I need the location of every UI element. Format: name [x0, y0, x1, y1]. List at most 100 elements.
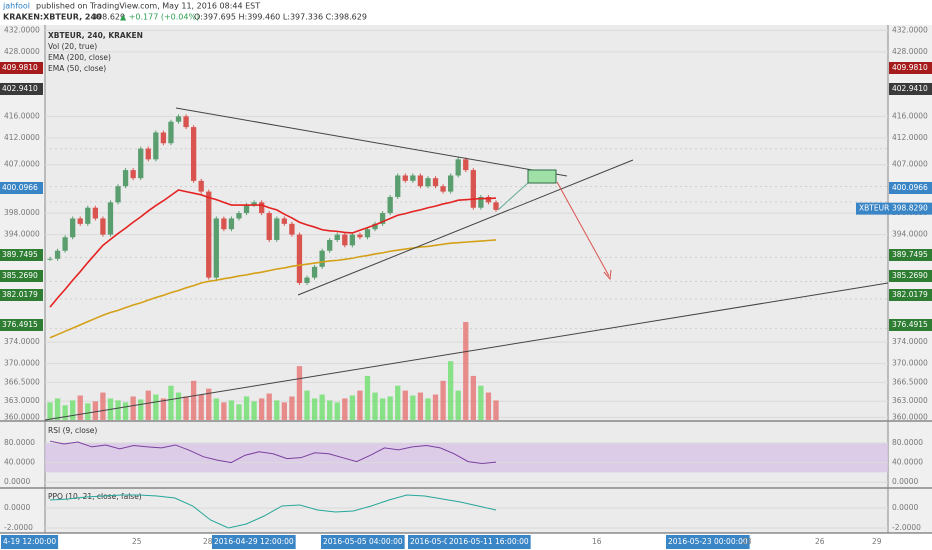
volume-bar — [70, 400, 76, 420]
price-badge-label: 389.7495 — [892, 250, 928, 259]
pane-legend: Vol (20, true) — [48, 42, 97, 51]
volume-bar — [296, 366, 303, 420]
price-badge — [0, 83, 43, 95]
x-tick-label: 2016-05-05 04:00:00 — [323, 537, 403, 546]
y-tick-label: 0.0000 — [892, 477, 918, 486]
candle — [100, 218, 106, 235]
candle — [289, 223, 295, 235]
candle — [160, 132, 167, 144]
last-badge — [856, 202, 932, 215]
line — [49, 440, 497, 465]
last-badge-label: 398.8290 — [892, 204, 928, 213]
y-tick-label: 432.0000 — [4, 25, 40, 34]
last-price: 398.629 — [92, 13, 125, 22]
pane-legend: RSI (9, close) — [48, 426, 97, 435]
candle — [168, 121, 174, 144]
author[interactable]: jahfool — [2, 2, 30, 11]
target-box — [527, 169, 557, 184]
volume-bar — [319, 394, 325, 420]
candle — [455, 159, 461, 176]
volume-bar — [478, 385, 484, 420]
volume-bar — [145, 390, 151, 420]
candle — [85, 207, 91, 224]
volume-bar — [77, 395, 83, 420]
volume-bar — [198, 394, 204, 420]
x-highlight — [212, 535, 296, 549]
trendline — [175, 107, 568, 177]
candle — [47, 258, 53, 260]
price-badge-label: 402.9410 — [2, 84, 38, 93]
volume-bar — [115, 400, 121, 420]
candle — [364, 229, 371, 238]
volume-bar — [266, 393, 272, 420]
y-tick-label: 374.0000 — [892, 337, 928, 346]
y-tick-label: 407.0000 — [892, 160, 928, 169]
candle — [387, 196, 393, 214]
line — [49, 189, 497, 308]
candle — [319, 250, 325, 267]
candle — [296, 234, 303, 283]
y-tick-label: -2.0000 — [4, 523, 33, 532]
rsi-band — [45, 443, 888, 473]
volume-bar — [122, 402, 129, 420]
volume-bar — [281, 402, 287, 420]
candle — [228, 218, 235, 230]
y-tick-label: 416.0000 — [892, 111, 928, 120]
candle — [357, 234, 363, 238]
y-tick-label: 370.0000 — [4, 359, 40, 368]
candle — [349, 234, 356, 246]
pane-legend: EMA (200, close) — [48, 53, 111, 62]
volume-bar — [168, 385, 174, 420]
candle — [145, 148, 151, 160]
candle — [402, 175, 408, 181]
price-badge-label: 376.4915 — [2, 320, 38, 329]
candle — [107, 202, 114, 235]
candle — [281, 218, 287, 224]
volume-bar — [206, 388, 212, 420]
candle — [221, 218, 227, 230]
y-tick-label: 416.0000 — [4, 111, 40, 120]
candle — [122, 170, 129, 187]
candle — [206, 191, 212, 278]
volume-bar — [440, 380, 446, 420]
candle — [470, 170, 476, 208]
volume-bar — [47, 402, 53, 420]
x-highlight — [321, 535, 405, 549]
candle — [379, 213, 386, 224]
volume-bar — [251, 401, 257, 420]
x-tick-label: 2016-05-23 00:00:00 — [668, 537, 748, 546]
candle — [190, 127, 197, 181]
y-tick-label: 360.0000 — [4, 412, 40, 421]
price-badge — [0, 249, 43, 261]
candle — [130, 170, 136, 179]
y-tick-label: 412.0000 — [892, 133, 928, 142]
x-tick-label: 28 — [203, 537, 213, 546]
price-badge-label: 382.0179 — [2, 290, 38, 299]
price-badge — [0, 182, 43, 194]
volume-bar — [311, 398, 318, 420]
volume-bar — [153, 394, 159, 420]
volume-bar — [138, 399, 144, 420]
y-tick-label: 366.5000 — [892, 377, 928, 386]
candle — [138, 148, 144, 179]
volume-bar — [425, 398, 431, 420]
price-badge — [889, 182, 932, 194]
volume-bar — [236, 404, 242, 420]
candle — [115, 186, 121, 203]
candle — [251, 202, 257, 206]
candle — [311, 266, 318, 278]
volume-bar — [327, 400, 333, 420]
volume-bar — [304, 390, 310, 420]
arrow — [556, 181, 610, 277]
y-tick-label: 363.0000 — [4, 396, 40, 405]
volume-bar — [447, 361, 454, 420]
y-tick-label: 428.0000 — [4, 47, 40, 56]
published: published on TradingView.com, May 11, 20… — [36, 2, 260, 11]
candle — [183, 116, 189, 128]
y-tick-label: 363.0000 — [892, 396, 928, 405]
volume-bar — [379, 398, 386, 420]
price-badge — [889, 270, 932, 282]
candle — [425, 178, 431, 187]
x-tick-label: 2016-05-09 — [410, 537, 454, 546]
